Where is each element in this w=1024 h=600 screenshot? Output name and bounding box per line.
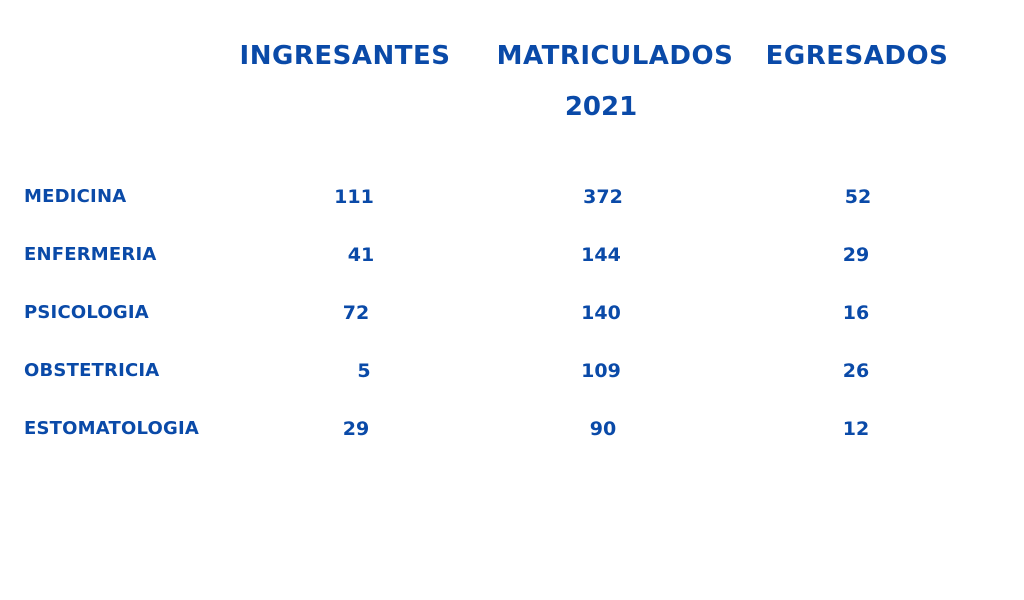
ingresantes-value: 111 (334, 186, 374, 208)
ingresantes-value: 5 (357, 360, 371, 382)
header-year: 2021 (564, 92, 638, 122)
egresados-value: 29 (842, 244, 870, 266)
row-label: MEDICINA (24, 186, 127, 207)
table-row: ENFERMERIA 41 144 29 (0, 244, 1024, 274)
ingresantes-value: 72 (342, 302, 370, 324)
table-row: OBSTETRICIA 5 109 26 (0, 360, 1024, 390)
table-row: PSICOLOGIA 72 140 16 (0, 302, 1024, 332)
matriculados-value: 144 (581, 244, 621, 266)
egresados-value: 12 (842, 418, 870, 440)
egresados-value: 26 (842, 360, 870, 382)
row-label: ESTOMATOLOGIA (24, 418, 199, 439)
egresados-value: 52 (844, 186, 872, 208)
egresados-value: 16 (842, 302, 870, 324)
matriculados-value: 372 (583, 186, 623, 208)
header-ingresantes: INGRESANTES (239, 41, 451, 71)
matriculados-value: 140 (581, 302, 621, 324)
header-egresados: EGRESADOS (765, 41, 949, 71)
table-row: ESTOMATOLOGIA 29 90 12 (0, 418, 1024, 448)
row-label: ENFERMERIA (24, 244, 157, 265)
ingresantes-value: 29 (342, 418, 370, 440)
table-row: MEDICINA 111 372 52 (0, 186, 1024, 216)
ingresantes-value: 41 (347, 244, 375, 266)
matriculados-value: 109 (581, 360, 621, 382)
matriculados-value: 90 (589, 418, 617, 440)
row-label: OBSTETRICIA (24, 360, 160, 381)
header-matriculados: MATRICULADOS (496, 41, 734, 71)
row-label: PSICOLOGIA (24, 302, 149, 323)
